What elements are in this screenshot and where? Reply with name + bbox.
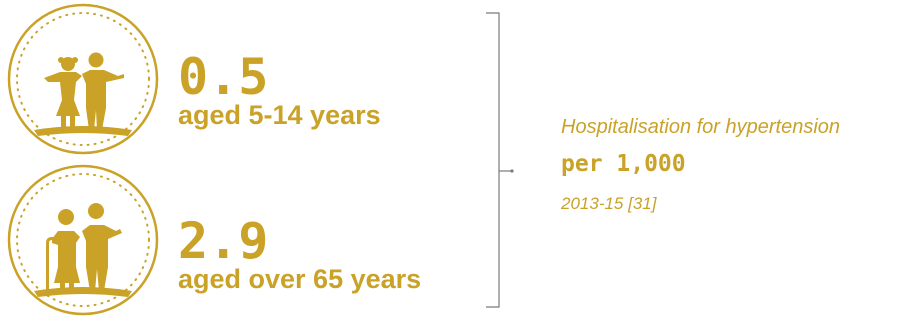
stat-label: aged 5-14 years [178, 100, 381, 130]
elderly-badge [6, 163, 160, 317]
stat-value: 2.9 [178, 212, 269, 270]
caption-title: Hospitalisation for hypertension [561, 116, 841, 138]
elderly-couple-icon [7, 164, 159, 316]
stat-label: aged over 65 years [178, 264, 422, 294]
caption-unit: per 1,000 [561, 151, 686, 177]
caption-source: 2013-15 [31] [561, 194, 657, 213]
children-badge [6, 2, 160, 156]
children-icon [7, 3, 159, 155]
stat-value: 0.5 [178, 48, 269, 106]
